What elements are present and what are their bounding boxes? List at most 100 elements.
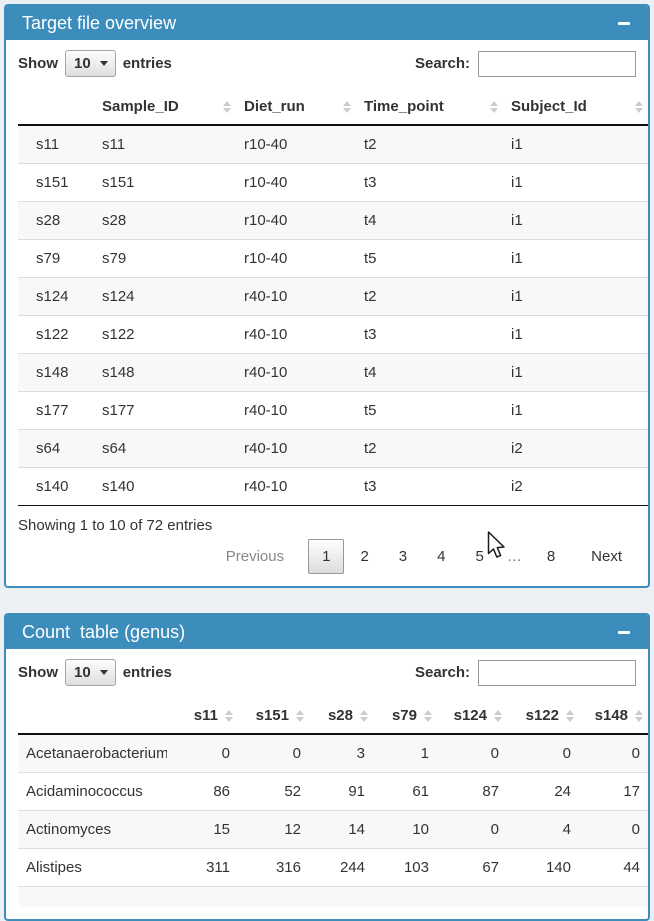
- page-length-control: Show 10 entries: [18, 659, 172, 686]
- collapse-button[interactable]: [614, 18, 634, 29]
- column-header[interactable]: s28: [309, 698, 373, 735]
- sort-icon[interactable]: [424, 709, 432, 722]
- sort-icon[interactable]: [296, 709, 304, 722]
- column-header[interactable]: Time_point: [356, 89, 503, 126]
- collapse-button[interactable]: [614, 627, 634, 638]
- sort-desc-icon: [566, 716, 574, 722]
- table-cell: t3: [356, 163, 503, 202]
- column-header[interactable]: Subject_Id: [503, 89, 648, 126]
- pagination-page-4[interactable]: 4: [437, 548, 446, 565]
- pagination-page-3[interactable]: 3: [398, 548, 408, 565]
- column-header[interactable]: s151: [238, 698, 309, 735]
- table-row: s151 s151 r10-40 t3 i1: [18, 163, 648, 202]
- table-cell: 15: [167, 810, 238, 849]
- table-cell: r10-40: [244, 136, 288, 153]
- table-cell: t5: [356, 391, 503, 430]
- column-header-empty: [18, 698, 167, 735]
- header-row: s11 s151 s28 s79 s124 s122 s148: [18, 698, 648, 735]
- pagination-previous[interactable]: Previous: [225, 548, 285, 565]
- table-cell: s64: [18, 429, 94, 468]
- page-length-select[interactable]: 10: [65, 659, 116, 686]
- caret-down-icon: [99, 669, 108, 675]
- sort-icon[interactable]: [635, 100, 643, 113]
- table-cell: [238, 886, 309, 907]
- table-row: Acidaminococcus 86 52 91 61 87 24 17: [18, 772, 648, 811]
- column-label: Subject_Id: [511, 98, 587, 115]
- table-cell: r40-10: [236, 315, 356, 354]
- column-header[interactable]: s124: [437, 698, 507, 735]
- table-cell: 12: [238, 810, 309, 849]
- pagination-page-1[interactable]: 1: [308, 539, 345, 574]
- page-length-select[interactable]: 10: [65, 50, 116, 77]
- sort-icon[interactable]: [566, 709, 574, 722]
- table-cell: s79: [18, 239, 94, 278]
- column-header[interactable]: s122: [507, 698, 579, 735]
- sort-icon[interactable]: [360, 709, 368, 722]
- column-label: s28: [327, 707, 353, 724]
- header-row: Sample_ID Diet_run Time_point Subject_Id: [18, 89, 648, 126]
- sort-asc-icon: [343, 100, 351, 106]
- column-header[interactable]: s11: [167, 698, 238, 735]
- column-header[interactable]: s148: [579, 698, 648, 735]
- table-row: s124 s124 r40-10 t2 i1: [18, 277, 648, 316]
- table-info: Showing 1 to 10 of 72 entries: [18, 517, 213, 534]
- table-cell: r40-10: [236, 429, 356, 468]
- panel-body: Show 10 entries Search: s11 s151 s28 s79 s12…: [6, 649, 648, 919]
- sort-icon[interactable]: [490, 100, 498, 113]
- table-cell: t5: [356, 239, 503, 278]
- table-row: s64 s64 r40-10 t2 i2: [18, 429, 648, 468]
- table-cell: 0: [490, 745, 499, 762]
- table-cell: [167, 886, 238, 907]
- sort-icon[interactable]: [635, 709, 643, 722]
- count-table: s11 s151 s28 s79 s124 s122 s148 Acetanaerobacte…: [18, 698, 648, 907]
- table-cell: 140: [507, 848, 579, 887]
- table-row: s79 s79 r10-40 t5 i1: [18, 239, 648, 278]
- table-cell: 0: [562, 745, 571, 762]
- table-cell: 0: [437, 810, 507, 849]
- sort-desc-icon: [296, 716, 304, 722]
- table-cell: i1: [511, 136, 523, 153]
- table-cell: 311: [167, 848, 238, 887]
- column-label: s124: [453, 707, 487, 724]
- sort-icon[interactable]: [343, 100, 351, 113]
- table-controls: Show 10 entries Search:: [18, 659, 636, 686]
- table-cell: 0: [221, 745, 230, 762]
- table-cell: i1: [503, 277, 648, 316]
- sort-asc-icon: [494, 709, 502, 715]
- sort-asc-icon: [296, 709, 304, 715]
- sort-asc-icon: [635, 709, 643, 715]
- sort-asc-icon: [424, 709, 432, 715]
- search-control: Search:: [415, 50, 636, 77]
- sort-asc-icon: [635, 100, 643, 106]
- search-input[interactable]: [478, 659, 636, 686]
- caret-down-icon: [99, 60, 108, 66]
- pagination-page-5[interactable]: 5: [475, 548, 484, 565]
- sort-desc-icon: [343, 107, 351, 113]
- table-cell: t4: [356, 201, 503, 240]
- search-control: Search:: [415, 659, 636, 686]
- panel-header: Count table (genus): [6, 615, 648, 649]
- pagination-page-2[interactable]: 2: [360, 548, 369, 565]
- pagination-next[interactable]: Next: [591, 548, 622, 565]
- sort-icon[interactable]: [225, 709, 233, 722]
- sort-icon[interactable]: [223, 100, 231, 113]
- column-header[interactable]: Diet_run: [236, 89, 356, 126]
- table-cell: s148: [94, 353, 236, 392]
- table-row: s28 s28 r10-40 t4 i1: [18, 201, 648, 240]
- entries-label: entries: [122, 664, 172, 681]
- minus-icon: [618, 630, 630, 634]
- search-input[interactable]: [478, 50, 636, 77]
- column-header[interactable]: Sample_ID: [94, 89, 236, 126]
- table-cell: 52: [238, 772, 309, 811]
- sort-icon[interactable]: [494, 709, 502, 722]
- table-cell: s11: [36, 136, 60, 153]
- table-cell: 10: [373, 810, 437, 849]
- column-header[interactable]: s79: [373, 698, 437, 735]
- table-cell: r40-10: [236, 467, 356, 506]
- panel-header: Target file overview: [6, 6, 648, 40]
- table-cell: [18, 886, 167, 907]
- table-cell: s122: [18, 315, 94, 354]
- table-cell: 24: [507, 772, 579, 811]
- pagination-page-8[interactable]: 8: [546, 548, 556, 565]
